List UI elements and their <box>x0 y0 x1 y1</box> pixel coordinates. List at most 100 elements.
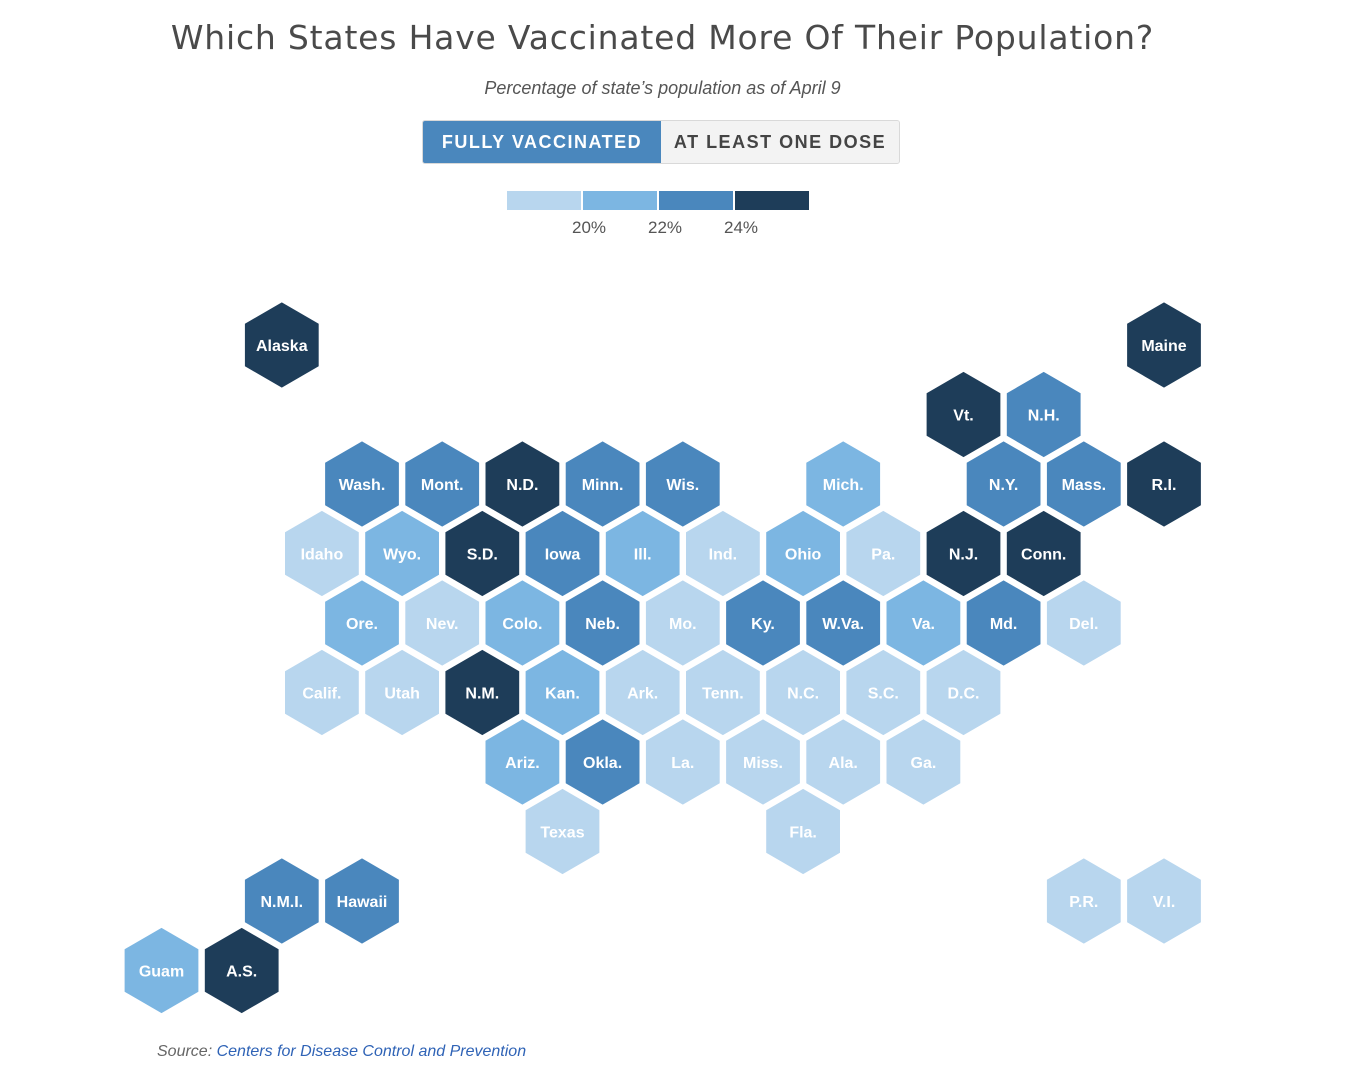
hex-shape <box>645 441 720 527</box>
hex-tile-n-j[interactable]: N.J. <box>926 510 1001 597</box>
hex-shape <box>1006 371 1081 458</box>
hex-label: Ore. <box>346 616 378 633</box>
hex-label: Mont. <box>421 477 464 494</box>
hex-tile-ind[interactable]: Ind. <box>686 510 760 597</box>
hex-label: R.I. <box>1152 477 1177 494</box>
hex-shape <box>405 580 480 666</box>
hex-tile-minn[interactable]: Minn. <box>565 441 640 527</box>
hex-tile-ark[interactable]: Ark. <box>605 649 680 736</box>
hex-tile-neb[interactable]: Neb. <box>565 580 640 666</box>
hex-tile-p-r[interactable]: P.R. <box>1046 858 1121 944</box>
hex-tile-tenn[interactable]: Tenn. <box>686 649 760 736</box>
hex-tile-del[interactable]: Del. <box>1046 580 1121 666</box>
hex-tile-md[interactable]: Md. <box>966 580 1041 666</box>
hex-tile-conn[interactable]: Conn. <box>1006 510 1081 597</box>
hex-tile-nev[interactable]: Nev. <box>405 580 480 666</box>
hex-label: N.J. <box>949 547 978 564</box>
hex-tile-colo[interactable]: Colo. <box>485 580 560 666</box>
hex-tile-n-d[interactable]: N.D. <box>485 441 560 527</box>
hex-shape <box>686 649 760 736</box>
hex-tile-ga[interactable]: Ga. <box>886 719 961 805</box>
hex-tile-a-s[interactable]: A.S. <box>204 927 279 1014</box>
legend-swatch-1 <box>583 191 657 210</box>
hex-tile-calif[interactable]: Calif. <box>285 649 359 736</box>
legend-label-20: 20% <box>571 218 607 237</box>
hex-tile-r-i[interactable]: R.I. <box>1127 441 1201 527</box>
hex-tile-miss[interactable]: Miss. <box>726 719 800 805</box>
hex-tile-wash[interactable]: Wash. <box>325 441 399 527</box>
hex-tile-utah[interactable]: Utah <box>365 649 439 736</box>
hex-tile-la[interactable]: La. <box>645 719 720 805</box>
hex-shape <box>285 510 359 597</box>
hex-label: S.D. <box>467 547 498 564</box>
source-link[interactable]: Centers for Disease Control and Preventi… <box>216 1043 527 1060</box>
hex-label: N.H. <box>1028 408 1060 425</box>
hex-label: Wis. <box>666 477 699 494</box>
hex-label: S.C. <box>868 686 899 703</box>
hex-tile-d-c[interactable]: D.C. <box>926 649 1001 736</box>
hex-label: La. <box>671 755 694 772</box>
hex-tile-n-y[interactable]: N.Y. <box>966 441 1041 527</box>
hex-shape <box>806 580 881 666</box>
hex-tile-n-m[interactable]: N.M. <box>445 649 520 736</box>
hex-tile-mo[interactable]: Mo. <box>645 580 720 666</box>
fully-vaccinated-tab[interactable]: FULLY VACCINATED <box>423 121 661 163</box>
hex-tile-ky[interactable]: Ky. <box>726 580 800 666</box>
hex-tile-hawaii[interactable]: Hawaii <box>325 858 399 944</box>
at-least-one-dose-tab[interactable]: AT LEAST ONE DOSE <box>661 121 899 163</box>
hex-tile-kan[interactable]: Kan. <box>525 649 600 736</box>
hex-tile-okla[interactable]: Okla. <box>565 719 640 805</box>
hex-tile-s-c[interactable]: S.C. <box>846 649 921 736</box>
hex-label: V.I. <box>1153 894 1176 911</box>
hex-shape <box>846 649 921 736</box>
hex-shape <box>926 510 1001 597</box>
hex-shape <box>485 441 560 527</box>
hex-shape <box>846 510 921 597</box>
hex-label: Nev. <box>426 616 459 633</box>
hex-shape <box>445 649 520 736</box>
hex-tile-vt[interactable]: Vt. <box>926 371 1001 458</box>
hex-tile-ohio[interactable]: Ohio <box>766 510 840 597</box>
hex-tile-va[interactable]: Va. <box>886 580 961 666</box>
hex-shape <box>124 927 199 1014</box>
hex-shape <box>365 649 439 736</box>
hex-tile-fla[interactable]: Fla. <box>766 788 840 875</box>
hex-tile-ala[interactable]: Ala. <box>806 719 881 805</box>
hex-label: Va. <box>912 616 935 633</box>
hex-tile-ariz[interactable]: Ariz. <box>485 719 560 805</box>
hex-label: N.Y. <box>989 477 1018 494</box>
hex-tile-s-d[interactable]: S.D. <box>445 510 520 597</box>
hex-shape <box>1046 580 1121 666</box>
hex-shape <box>1046 441 1121 527</box>
hex-shape <box>485 719 560 805</box>
hex-tile-texas[interactable]: Texas <box>525 788 600 875</box>
hex-tile-idaho[interactable]: Idaho <box>285 510 359 597</box>
hex-tile-mich[interactable]: Mich. <box>806 441 881 527</box>
hex-tile-mass[interactable]: Mass. <box>1046 441 1121 527</box>
hex-tile-v-i[interactable]: V.I. <box>1127 858 1201 944</box>
hex-label: Texas <box>540 825 584 842</box>
hex-shape <box>726 580 800 666</box>
hex-tile-maine[interactable]: Maine <box>1127 302 1201 388</box>
hex-shape <box>525 788 600 875</box>
hex-label: Mass. <box>1062 477 1106 494</box>
hex-tile-guam[interactable]: Guam <box>124 927 199 1014</box>
hex-shape <box>605 649 680 736</box>
hex-tile-n-c[interactable]: N.C. <box>766 649 840 736</box>
hex-tile-iowa[interactable]: Iowa <box>525 510 600 597</box>
hex-tile-alaska[interactable]: Alaska <box>244 302 319 388</box>
hex-shape <box>1046 858 1121 944</box>
hex-tile-wis[interactable]: Wis. <box>645 441 720 527</box>
hex-tile-ill[interactable]: Ill. <box>605 510 680 597</box>
hex-tile-pa[interactable]: Pa. <box>846 510 921 597</box>
hex-tile-w-va[interactable]: W.Va. <box>806 580 881 666</box>
hex-tile-mont[interactable]: Mont. <box>405 441 480 527</box>
hex-label: Iowa <box>545 547 581 564</box>
hex-tile-wyo[interactable]: Wyo. <box>365 510 439 597</box>
hex-label: Kan. <box>545 686 580 703</box>
hex-tile-n-m-i[interactable]: N.M.I. <box>244 858 319 944</box>
hex-shape <box>365 510 439 597</box>
hex-tile-ore[interactable]: Ore. <box>325 580 399 666</box>
hex-shape <box>565 580 640 666</box>
hex-tile-n-h[interactable]: N.H. <box>1006 371 1081 458</box>
